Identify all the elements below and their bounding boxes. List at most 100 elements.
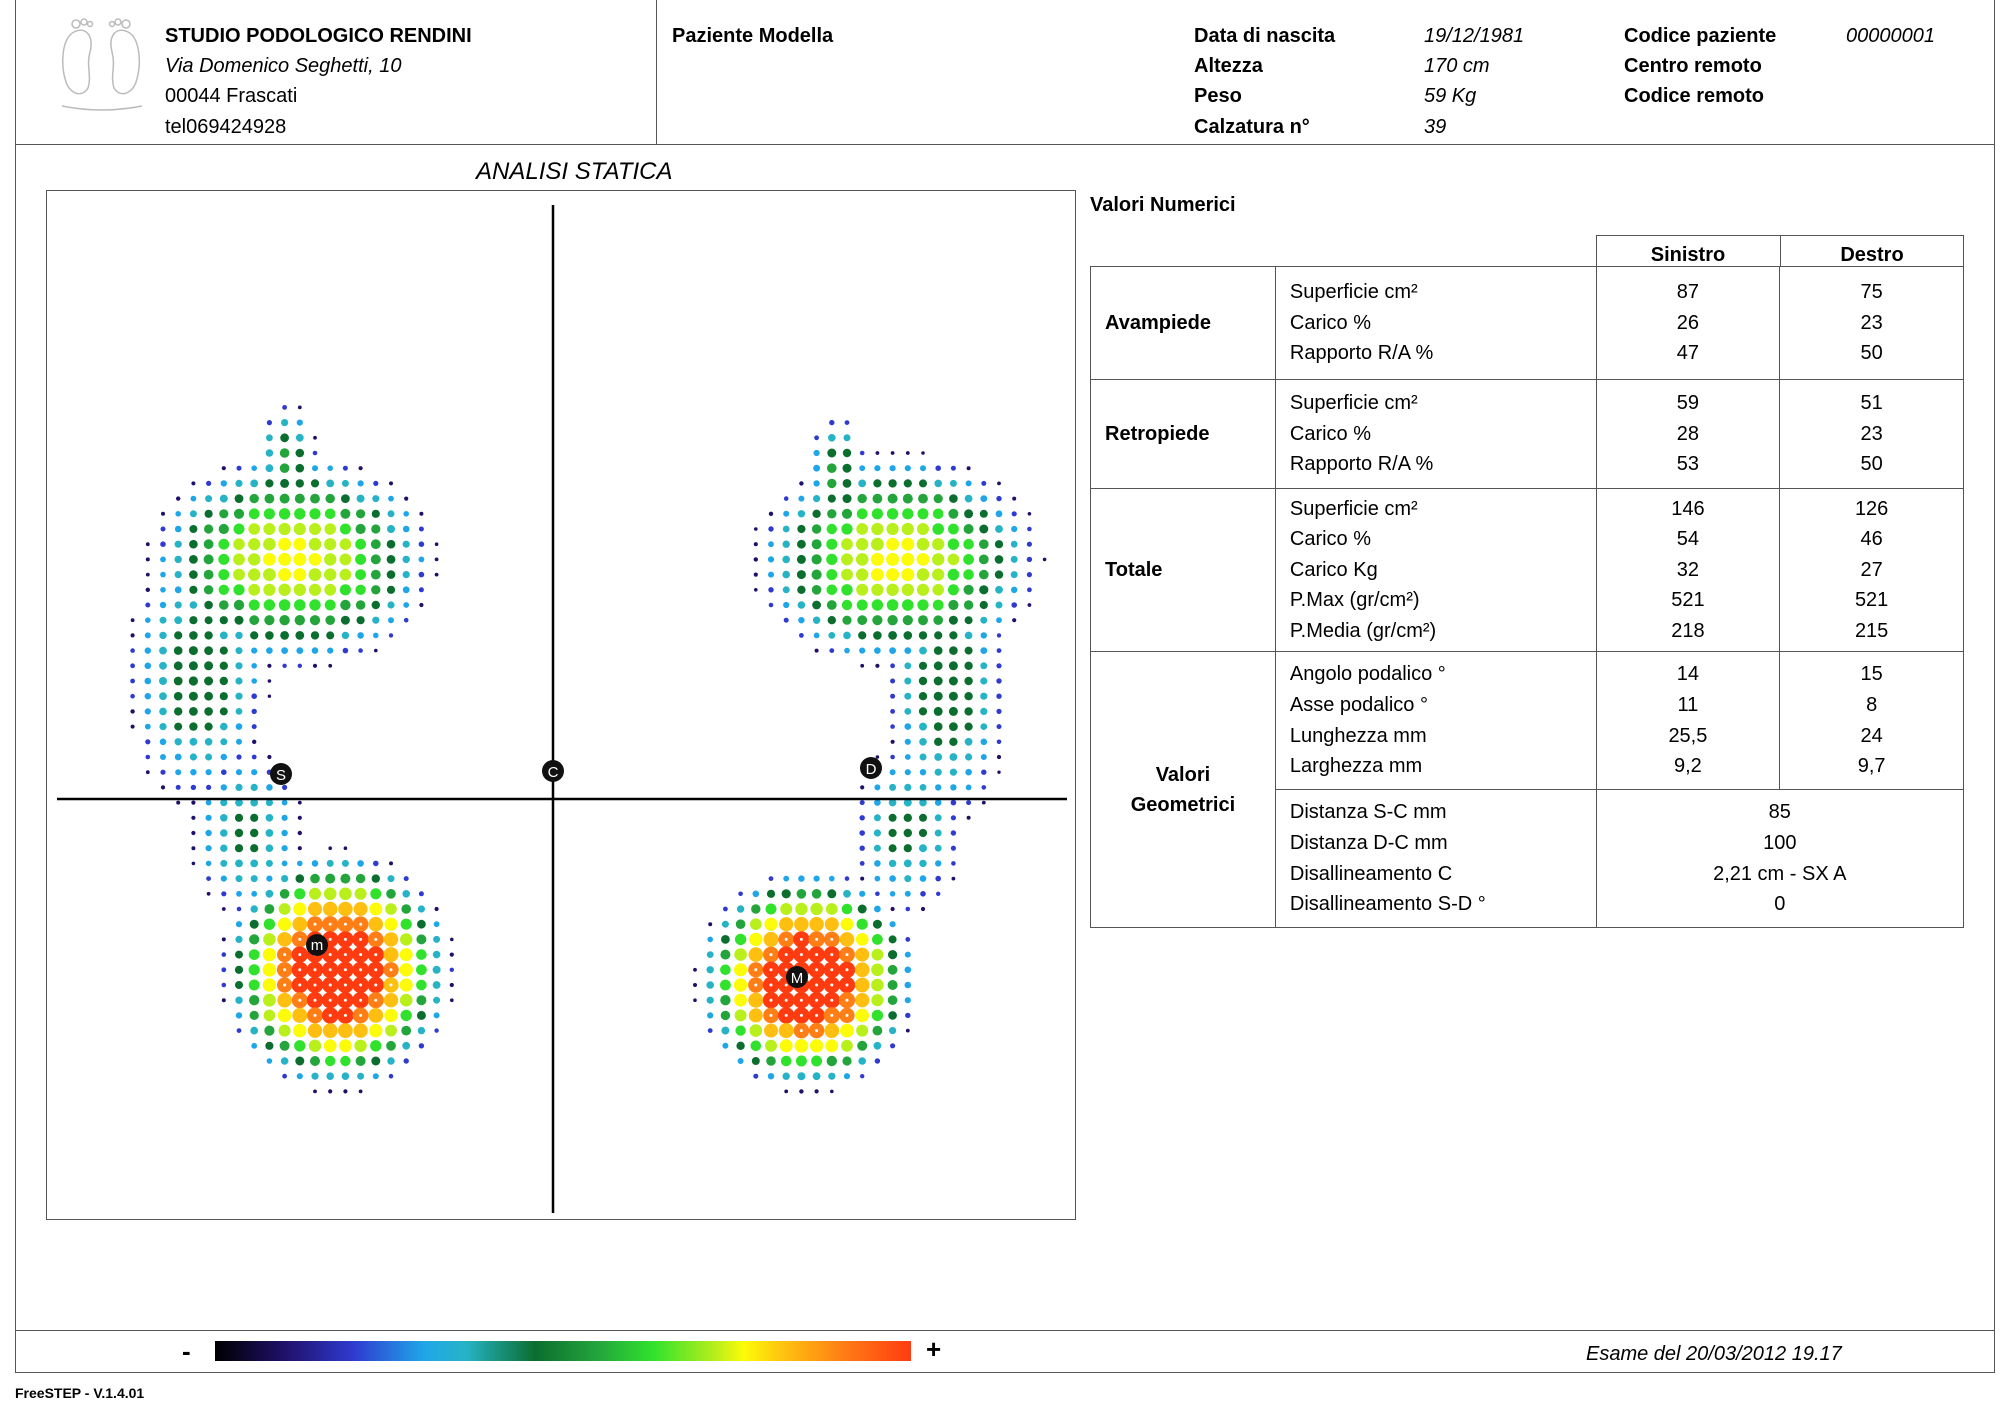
pressure-dot [266, 875, 273, 882]
pressure-dot [995, 525, 1003, 533]
pressure-dot [920, 465, 926, 472]
pressure-dot [277, 1008, 292, 1023]
pressure-dot [383, 947, 399, 963]
pressure-dot [189, 722, 198, 731]
pressure-dot [812, 509, 821, 518]
pressure-dot [308, 537, 322, 551]
pressure-dot [404, 496, 409, 501]
pressure-dot [220, 814, 228, 822]
pressure-dot [856, 599, 868, 611]
marker-c-center: C [542, 760, 564, 782]
pressure-dot [859, 800, 865, 806]
pressure-dot-highlight [313, 922, 317, 926]
pressure-dot [265, 631, 274, 640]
left-value: 53 [1676, 453, 1700, 476]
pressure-dot [219, 692, 228, 701]
pressure-dot [782, 1072, 790, 1080]
pressure-dot [293, 583, 306, 596]
pressure-dot [313, 1089, 317, 1094]
pressure-dot [964, 661, 973, 670]
pressure-dot [721, 920, 729, 928]
pressure-dot [297, 405, 302, 410]
pressure-dot [737, 1058, 744, 1064]
pressure-dot [933, 646, 943, 655]
pressure-dot [810, 902, 823, 916]
pressure-dot [903, 828, 912, 838]
pressure-dot [828, 1072, 836, 1080]
pressure-dot [145, 770, 150, 775]
pressure-dot [263, 523, 276, 535]
pressure-dot-highlight [313, 968, 317, 972]
pressure-dot [221, 982, 227, 988]
pressure-dot [204, 738, 213, 746]
pressure-dot [996, 739, 1002, 745]
pressure-dot [205, 860, 212, 867]
pressure-dot [311, 860, 319, 867]
pressure-dot-highlight [815, 937, 819, 941]
values-table: Avampiede Superficie cm² Carico % Rappor… [1090, 266, 1965, 928]
pressure-dot [235, 662, 243, 670]
pressure-dot [265, 464, 274, 473]
pressure-dot [825, 903, 838, 915]
pressure-dot [236, 465, 242, 471]
pressure-dot [856, 568, 869, 581]
pressure-dot [417, 919, 426, 929]
pressure-dot [387, 1057, 395, 1065]
pressure-dot [278, 508, 291, 520]
pressure-dot [204, 509, 213, 518]
pressure-dot [827, 889, 837, 899]
pressure-dot [160, 754, 166, 760]
pressure-dot [904, 890, 911, 897]
pressure-dot [434, 906, 439, 912]
pressure-dot [874, 465, 881, 472]
pressure-dot-highlight [328, 1013, 332, 1017]
pressure-dot [948, 676, 958, 686]
pressure-dot [219, 600, 229, 610]
pressure-dot [205, 814, 212, 821]
pressure-dot-highlight [845, 983, 849, 987]
pressure-dot [174, 586, 182, 594]
pressure-dot [886, 552, 900, 566]
pressure-dot [918, 661, 928, 670]
marker-s-left-foot: S [270, 763, 292, 785]
pressure-dot [919, 813, 927, 822]
pressure-dot [934, 844, 942, 852]
metric-label: P.Max (gr/cm²) [1289, 589, 1420, 612]
pressure-dot [827, 463, 837, 474]
pressure-dot [766, 889, 776, 898]
pressure-dot [418, 891, 424, 897]
pressure-dot [799, 1089, 804, 1094]
pressure-dot [250, 813, 259, 822]
pressure-dot [159, 631, 167, 640]
pressure-dot [418, 571, 425, 578]
pressure-dot [857, 615, 868, 626]
pressure-dot [340, 1055, 351, 1067]
left-value: 26 [1676, 311, 1700, 334]
pressure-dot [901, 583, 914, 596]
pressure-dot [903, 813, 912, 822]
pressure-dot-highlight [830, 983, 834, 987]
pressure-dot [997, 481, 1001, 486]
pressure-dot [935, 875, 941, 882]
pressure-dot [750, 918, 762, 930]
pressure-dot [325, 493, 335, 504]
pressure-dot [870, 552, 884, 566]
pressure-dot [1011, 602, 1017, 608]
pressure-dot [387, 510, 395, 518]
pressure-dot [751, 1057, 760, 1065]
pressure-dot [841, 523, 853, 535]
left-value: 59 [1676, 392, 1700, 415]
pressure-dot [251, 663, 257, 669]
pressure-dot [966, 466, 971, 471]
pressure-dot [843, 631, 851, 640]
pressure-dot-highlight [830, 968, 834, 972]
marker-d-label: D [866, 761, 877, 778]
pressure-dot [720, 995, 731, 1006]
pressure-dot [325, 615, 336, 625]
pressure-dot [277, 992, 292, 1008]
pressure-dot [219, 646, 228, 655]
pressure-dot [340, 873, 351, 884]
pressure-dot [841, 568, 853, 581]
pressure-dot [844, 647, 850, 654]
pressure-dot [871, 537, 884, 551]
